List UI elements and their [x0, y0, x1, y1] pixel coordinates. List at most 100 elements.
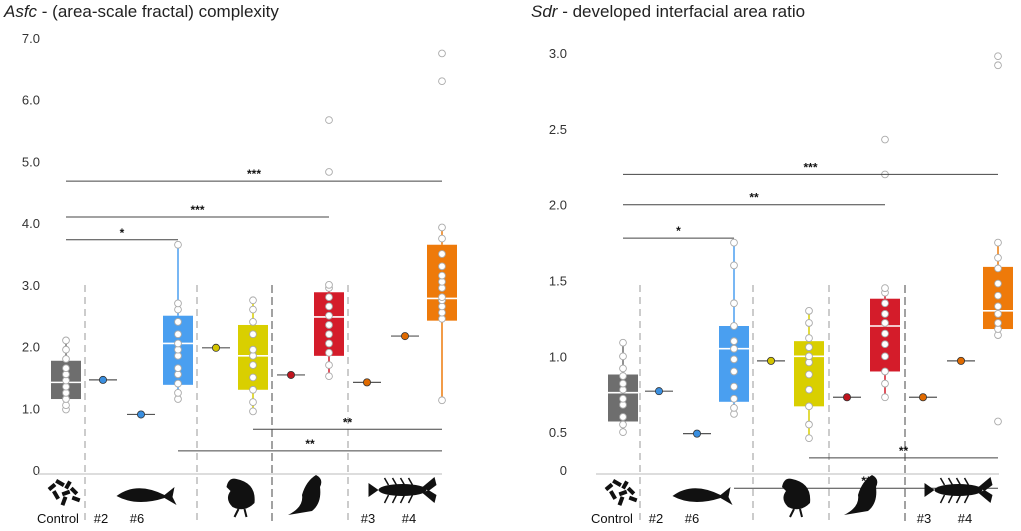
data-point — [881, 340, 889, 349]
y-tick-label: 5.0 — [22, 154, 40, 169]
data-point — [619, 394, 627, 403]
data-point — [619, 428, 627, 436]
data-point — [994, 302, 1002, 311]
single-value-point — [136, 410, 145, 419]
data-point — [325, 348, 333, 357]
crayfish-leg — [939, 494, 946, 504]
data-point — [249, 407, 257, 416]
data-point — [325, 311, 333, 320]
y-tick-label: 1.0 — [22, 401, 40, 416]
data-point — [438, 223, 446, 232]
crayfish-leg — [947, 494, 954, 504]
crayfish-leg — [955, 477, 962, 486]
crayfish-leg — [963, 494, 970, 504]
data-point — [174, 318, 182, 326]
data-point — [994, 253, 1002, 262]
left-title-var: Asfc — [4, 2, 38, 21]
crayfish-leg — [963, 477, 970, 486]
data-point — [174, 240, 182, 249]
data-point — [174, 339, 182, 348]
seed-shape — [604, 482, 614, 492]
data-point — [619, 338, 627, 347]
x-group-label: #6 — [685, 511, 699, 526]
data-point — [62, 355, 70, 363]
single-value-point — [211, 343, 220, 352]
significance-label: ** — [749, 191, 759, 205]
y-tick-label: 6.0 — [22, 93, 40, 108]
x-group-label: #2 — [649, 511, 663, 526]
single-value-point — [919, 393, 928, 402]
data-point — [881, 299, 889, 308]
crayfish-leg — [955, 494, 962, 504]
y-tick-label: 3.0 — [22, 278, 40, 293]
quail-leg — [243, 508, 248, 518]
significance-label: * — [120, 226, 125, 240]
single-value-point — [957, 356, 966, 365]
data-point — [805, 343, 813, 352]
crayfish-tail — [924, 483, 935, 497]
data-point — [730, 404, 738, 412]
y-tick-label: 1.5 — [549, 274, 567, 289]
single-value-point — [655, 387, 664, 396]
data-point — [730, 299, 738, 308]
seed-shape — [609, 490, 617, 500]
data-point — [62, 364, 70, 373]
crayfish-claw — [978, 490, 993, 503]
left-panel: 01.02.03.04.05.06.07.0***********Control… — [22, 31, 457, 526]
data-point — [249, 330, 257, 339]
y-tick-label: 0 — [33, 463, 40, 478]
y-tick-label: 7.0 — [22, 31, 40, 46]
single-value-point — [362, 378, 371, 387]
y-tick-label: 3.0 — [549, 46, 567, 61]
data-point — [805, 306, 813, 315]
y-tick-label: 4.0 — [22, 216, 40, 231]
data-point — [881, 329, 889, 338]
x-group-label: #4 — [958, 511, 972, 526]
data-point — [174, 389, 182, 397]
data-point — [730, 355, 738, 364]
significance-label: ** — [343, 415, 353, 429]
crayfish-leg — [391, 477, 398, 486]
seed-shape — [60, 496, 68, 506]
x-group-label: #2 — [94, 511, 108, 526]
data-point — [994, 291, 1002, 300]
x-group-label: Control — [37, 511, 79, 526]
data-point — [619, 420, 627, 429]
data-point — [62, 345, 70, 354]
x-group-label: #3 — [361, 511, 375, 526]
y-tick-label: 0 — [560, 463, 567, 478]
data-point — [325, 330, 333, 339]
data-point — [994, 319, 1002, 327]
quail-icon — [782, 478, 811, 510]
crayfish-icon — [924, 477, 993, 504]
data-point — [730, 337, 738, 346]
single-value-point — [286, 370, 295, 379]
crayfish-leg — [947, 477, 954, 486]
data-point — [994, 310, 1002, 318]
crayfish-leg — [399, 477, 406, 486]
crayfish-leg — [383, 477, 390, 486]
data-point — [325, 302, 333, 311]
data-point — [881, 319, 889, 327]
quail-leg — [799, 508, 803, 518]
y-tick-label: 2.5 — [549, 122, 567, 137]
crayfish-icon — [368, 477, 437, 504]
data-point — [730, 394, 738, 403]
crayfish-claw — [978, 477, 993, 491]
crayfish-leg — [391, 494, 398, 504]
data-point — [325, 321, 333, 329]
data-point — [805, 334, 813, 342]
seed-shape — [628, 495, 638, 503]
significance-label: *** — [247, 167, 261, 181]
data-point — [249, 318, 257, 326]
data-point — [805, 370, 813, 379]
significance-label: ** — [899, 444, 909, 458]
data-point — [730, 322, 738, 330]
seeds-icon — [47, 479, 81, 506]
crayfish-leg — [383, 494, 390, 504]
data-point — [62, 336, 70, 345]
seed-shape — [52, 490, 60, 500]
data-point — [619, 372, 627, 380]
data-point — [174, 364, 182, 373]
